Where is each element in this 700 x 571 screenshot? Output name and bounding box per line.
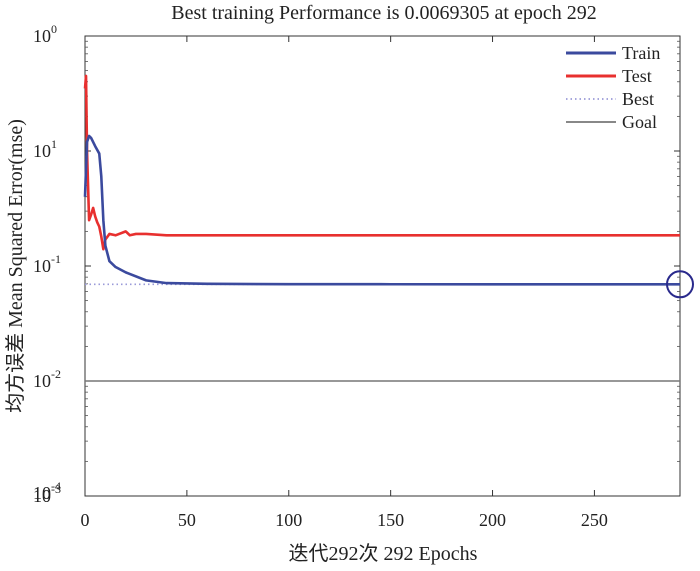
y-tick-exponent: -2 [51,367,61,381]
y-tick-exponent: 1 [51,137,57,151]
series-line-test [83,74,680,251]
plot-area [84,35,681,497]
y-axis-label: 均方误差 Mean Squared Error(mse) [4,119,27,413]
y-tick-exponent: 0 [51,22,57,36]
legend: Train Test Best Goal [566,43,660,132]
legend-label-best: Best [622,89,654,109]
legend-label-train: Train [622,43,660,63]
y-tick-label: 10-4 [33,479,61,503]
y-tick-exponent: -3 [51,482,61,496]
y-tick-exponent: -1 [51,252,61,266]
x-tick-label: 100 [275,510,302,530]
chart-title: Best training Performance is 0.0069305 a… [171,2,596,24]
x-axis-ticks: 0 50 100 150 200 250 [81,36,608,530]
series-layer [83,74,681,382]
x-axis-label: 迭代292次 292 Epochs [289,542,478,565]
y-tick-label: 10-1 [33,252,61,276]
legend-label-goal: Goal [622,112,657,132]
x-tick-label: 0 [81,510,90,530]
y-tick-label: 101 [33,137,57,161]
x-tick-label: 150 [377,510,404,530]
y-tick-exponent: -4 [51,479,61,493]
series-line-train [83,134,681,286]
x-tick-label: 250 [581,510,608,530]
x-tick-label: 200 [479,510,506,530]
y-tick-label: 10-2 [33,367,61,391]
y-tick-label: 100 [33,22,57,46]
x-tick-label: 50 [178,510,196,530]
y-axis-ticks: 100 101 10-1 10-2 1 0 -310-4 [33,22,680,506]
legend-label-test: Test [622,66,652,86]
best-point-marker [666,270,694,299]
